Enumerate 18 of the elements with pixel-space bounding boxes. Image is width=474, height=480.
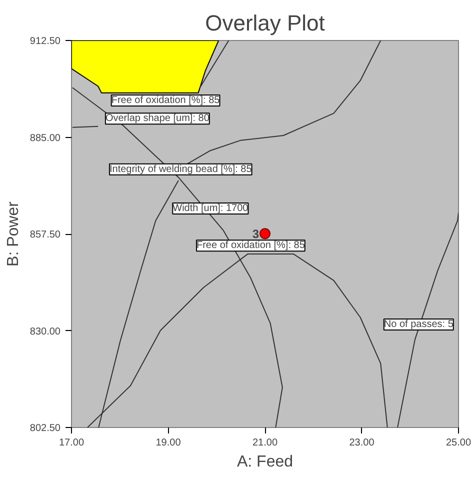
y-tick-label: 885.00	[30, 132, 61, 144]
y-tick-label: 830.00	[30, 326, 61, 338]
chart-title: Overlay Plot	[205, 10, 325, 36]
x-axis-title: A: Feed	[236, 454, 294, 470]
annotation: No of passes: 5	[384, 319, 454, 330]
x-tick-label: 25.00	[446, 438, 472, 448]
line-series	[397, 212, 458, 428]
annotation: 3	[252, 227, 260, 242]
y-tick-label: 802.50	[30, 423, 61, 434]
annotation: Overlap shape [um]: 80	[105, 113, 210, 124]
y-tick-label: 857.50	[30, 230, 61, 240]
x-tick-label: 23.00	[349, 438, 375, 448]
x-tick-label: 17.00	[58, 438, 84, 448]
x-tick-label: 19.00	[156, 438, 182, 448]
annotation: Free of oxidation [%]: 85	[196, 240, 306, 252]
y-axis-title: B: Power	[4, 200, 22, 266]
x-tick-label: 21.00	[252, 438, 278, 448]
y-tick-label: 912.50	[30, 36, 61, 47]
